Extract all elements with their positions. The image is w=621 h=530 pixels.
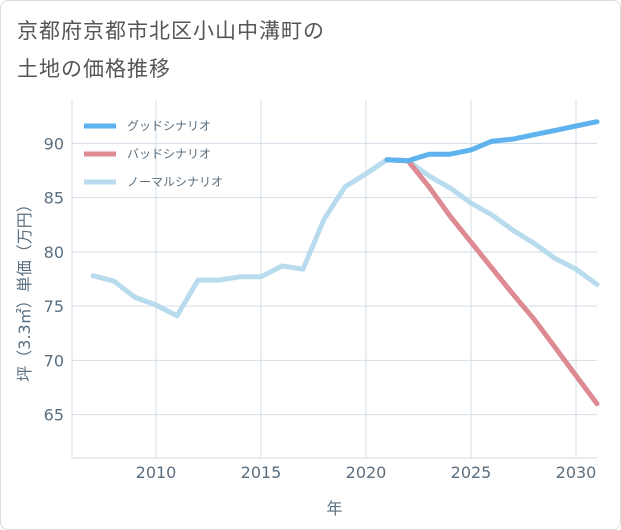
x-tick-label: 2025 — [451, 463, 492, 482]
x-tick-label: 2010 — [136, 463, 177, 482]
y-axis-title: 坪（3.3㎡）単価（万円） — [15, 196, 34, 381]
legend-label: グッドシナリオ — [127, 119, 211, 133]
chart-title-line-1: 京都府京都市北区小山中溝町の — [17, 19, 325, 43]
chart-title-line-2: 土地の価格推移 — [17, 57, 171, 81]
y-tick-label: 75 — [44, 297, 64, 316]
series-line — [90, 157, 600, 319]
y-tick-label: 85 — [44, 189, 64, 208]
y-tick-label: 90 — [44, 134, 64, 153]
y-tick-label: 65 — [44, 406, 64, 425]
series-line — [384, 157, 600, 407]
series-line — [384, 119, 600, 164]
y-tick-label: 80 — [44, 243, 64, 262]
legend-label: ノーマルシナリオ — [127, 175, 223, 189]
x-axis-title: 年 — [326, 499, 342, 518]
x-tick-label: 2020 — [346, 463, 387, 482]
legend-label: バッドシナリオ — [127, 147, 211, 161]
x-tick-label: 2030 — [556, 463, 597, 482]
y-tick-label: 70 — [44, 351, 64, 370]
series-lines — [90, 119, 600, 407]
x-tick-label: 2015 — [241, 463, 282, 482]
axes: 2010 2015 2020 2025 2030 65 70 75 80 85 90 年 坪（3.3㎡）… — [15, 134, 596, 518]
